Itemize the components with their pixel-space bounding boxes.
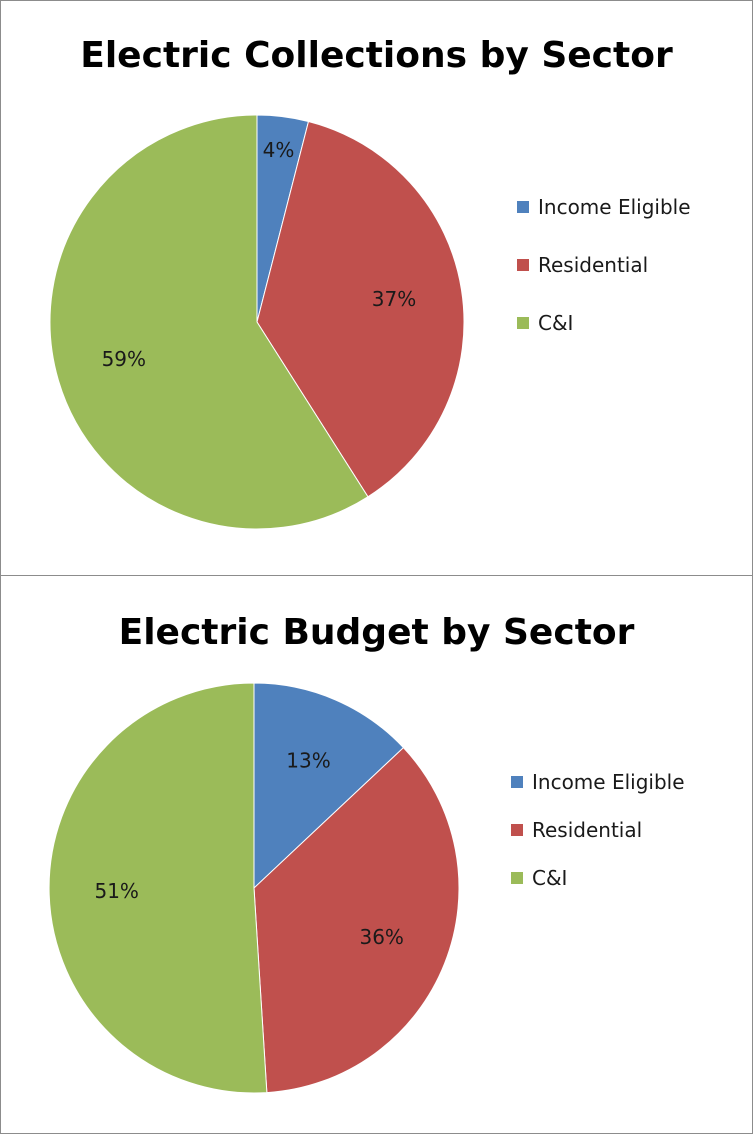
legend: Income Eligible Residential C&I bbox=[511, 767, 685, 911]
chart-panel-budget: Electric Budget by Sector 13% 36% 51% Inco… bbox=[0, 575, 753, 1134]
legend: Income Eligible Residential C&I bbox=[517, 192, 691, 366]
pie-slice-residential bbox=[253, 746, 460, 1094]
legend-label: Residential bbox=[538, 252, 649, 277]
data-label-c-and-i: 51% bbox=[94, 879, 138, 903]
pie-slice-income-eligible bbox=[253, 682, 405, 890]
legend-item-residential: Residential bbox=[511, 815, 685, 844]
pie-chart-collections: 4% 37% 59% bbox=[49, 114, 465, 530]
chart-title: Electric Collections by Sector bbox=[80, 35, 673, 76]
legend-swatch-c-and-i bbox=[511, 871, 523, 884]
data-label-residential: 36% bbox=[359, 925, 403, 949]
legend-label: C&I bbox=[532, 865, 568, 890]
data-label-residential: 37% bbox=[372, 287, 416, 311]
legend-swatch-income-eligible bbox=[517, 200, 529, 213]
pie-slice-c-and-i bbox=[48, 682, 268, 1094]
legend-label: Income Eligible bbox=[538, 194, 691, 219]
legend-item-income-eligible: Income Eligible bbox=[517, 192, 691, 221]
legend-swatch-residential bbox=[511, 823, 523, 836]
pie-slice-c-and-i bbox=[49, 114, 369, 530]
legend-swatch-c-and-i bbox=[517, 316, 529, 329]
legend-label: Income Eligible bbox=[532, 769, 685, 794]
data-label-c-and-i: 59% bbox=[102, 347, 146, 371]
legend-item-c-and-i: C&I bbox=[511, 863, 685, 892]
legend-swatch-residential bbox=[517, 258, 529, 271]
legend-swatch-income-eligible bbox=[511, 775, 523, 788]
pie-chart-budget: 13% 36% 51% bbox=[48, 682, 460, 1094]
legend-item-income-eligible: Income Eligible bbox=[511, 767, 685, 796]
legend-label: C&I bbox=[538, 310, 574, 335]
chart-title: Electric Budget by Sector bbox=[118, 612, 635, 653]
data-label-income-eligible: 13% bbox=[286, 748, 330, 772]
data-label-income-eligible: 4% bbox=[263, 138, 295, 162]
legend-label: Residential bbox=[532, 817, 643, 842]
chart-panel-collections: Electric Collections by Sector 4% 37% 59% … bbox=[0, 0, 753, 576]
legend-item-c-and-i: C&I bbox=[517, 308, 691, 337]
legend-item-residential: Residential bbox=[517, 250, 691, 279]
